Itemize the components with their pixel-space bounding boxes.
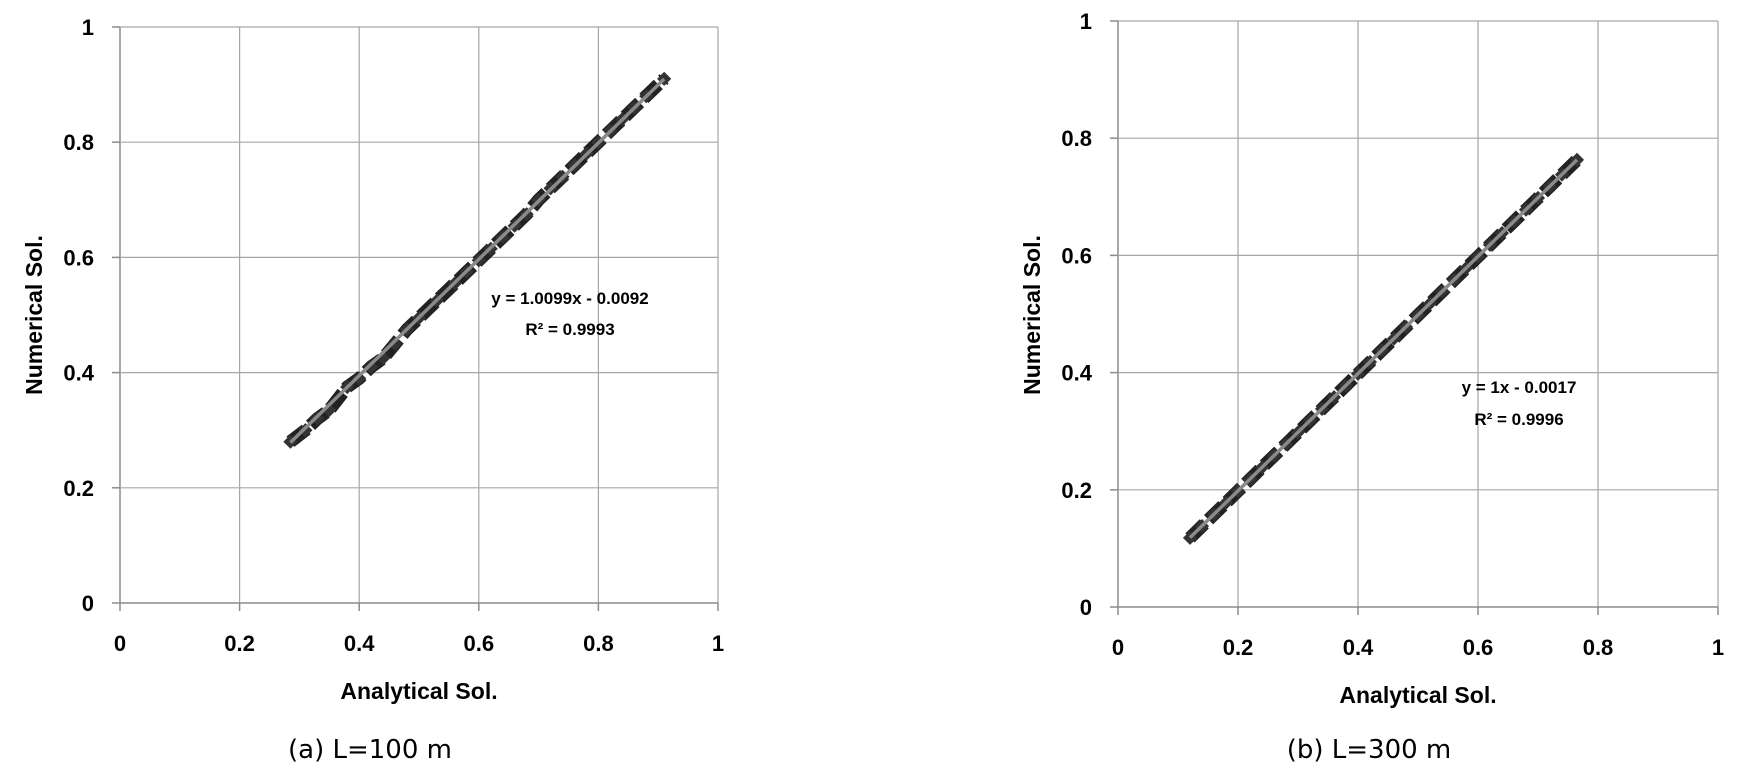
trendline	[1188, 158, 1579, 539]
x-tick-label: 0.2	[1223, 635, 1254, 660]
y-tick-label: 0.2	[63, 476, 94, 501]
trendline-equation: y = 1x - 0.0017	[1462, 378, 1577, 397]
x-tick-label: 1	[1712, 635, 1724, 660]
chart-b: 0 0.2 0.4 0.6 0.8 1 0 0.2 0.4 0.6 0.8 1 Analytical S…	[1019, 9, 1724, 765]
data-point	[388, 336, 403, 351]
data-point	[352, 371, 367, 386]
x-tick-label: 0.8	[1583, 635, 1614, 660]
y-tick-label: 0.2	[1061, 478, 1092, 503]
x-tick-label: 0.6	[464, 631, 495, 656]
trendline-r2: R² = 0.9993	[525, 320, 614, 339]
y-tick-label: 0.6	[1061, 243, 1092, 268]
y-axis-title: Numerical Sol.	[1019, 235, 1045, 395]
y-tick-label: 0.4	[63, 361, 94, 386]
x-tick-label: 0.4	[1343, 635, 1374, 660]
x-axis-title: Analytical Sol.	[1339, 682, 1496, 708]
x-axis-title: Analytical Sol.	[340, 678, 497, 704]
x-tick-label: 0.8	[583, 631, 614, 656]
trendline	[289, 77, 666, 444]
trendline-equation: y = 1.0099x - 0.0092	[491, 289, 648, 308]
x-tick-label: 0.4	[344, 631, 375, 656]
y-tick-label: 0.4	[1061, 361, 1092, 386]
trendline-r2: R² = 0.9996	[1474, 410, 1563, 429]
y-axis-title: Numerical Sol.	[21, 235, 47, 395]
y-tick-label: 0	[82, 591, 94, 616]
data-point	[364, 359, 379, 374]
x-tick-label: 0	[114, 631, 126, 656]
x-tick-label: 0.6	[1463, 635, 1494, 660]
chart-a: 0 0.2 0.4 0.6 0.8 1 0 0.2 0.4 0.6 0.8 1 Analytical S…	[21, 15, 724, 765]
chart-caption: (b) L=300 m	[1287, 735, 1452, 765]
y-tick-label: 0.6	[63, 245, 94, 270]
x-tick-label: 0.2	[224, 631, 255, 656]
y-tick-label: 1	[1080, 9, 1092, 34]
y-tick-label: 0.8	[1061, 126, 1092, 151]
chart-caption: (a) L=100 m	[288, 735, 452, 765]
y-tick-label: 0.8	[63, 130, 94, 155]
x-tick-label: 1	[712, 631, 724, 656]
y-tick-label: 0	[1080, 595, 1092, 620]
y-tick-label: 1	[82, 15, 94, 40]
x-tick-label: 0	[1112, 635, 1124, 660]
